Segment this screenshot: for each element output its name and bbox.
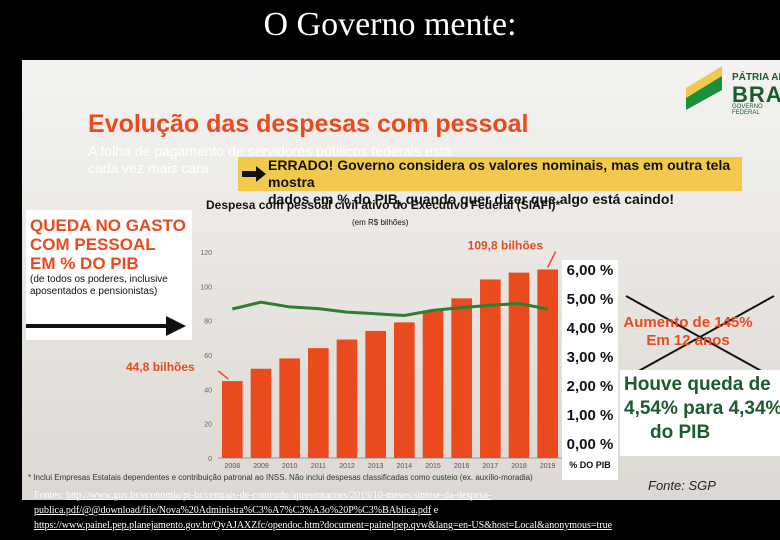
- errado-callout: ERRADO! Governo considera os valores nom…: [238, 157, 742, 207]
- pct-label-4: 4,00 %: [566, 320, 614, 337]
- chart-unit: (em R$ bilhões): [352, 218, 409, 227]
- x-tick-label: 2017: [483, 463, 499, 470]
- pct-label-2: 2,00 %: [566, 378, 614, 395]
- bar: [222, 381, 243, 458]
- errado-line2: dados em % do PIB, quando quer dizer que…: [268, 191, 675, 207]
- fonte-label: Fonte: SGP: [648, 478, 716, 493]
- bar: [336, 339, 358, 458]
- x-tick-label: 2011: [311, 463, 326, 470]
- queda-arrow-icon: [26, 316, 186, 336]
- fontes-line2: publica.pdf/@@download/file/Nova%20Admin…: [34, 505, 438, 516]
- pct-label-6: 6,00 %: [566, 262, 614, 279]
- logo-sub-text: GOVERNO FEDERAL: [732, 104, 763, 116]
- y-tick-label: 20: [204, 422, 212, 429]
- x-tick-label: 2016: [454, 463, 470, 470]
- high-leader-line: [546, 251, 557, 268]
- bar: [537, 269, 558, 458]
- pct-axis-box: 6,00 % 5,00 % 4,00 % 3,00 % 2,00 % 1,00 …: [562, 260, 618, 480]
- fontes-link-2[interactable]: publica.pdf/@@download/file/Nova%20Admin…: [34, 505, 432, 516]
- government-logo: PÁTRIA AMADA BRASIL GOVERNO FEDERAL: [682, 66, 780, 116]
- bar: [508, 272, 530, 458]
- queda-note: (de todos os poderes, inclusive aposenta…: [30, 274, 168, 297]
- bar: [279, 358, 300, 458]
- y-tick-label: 120: [200, 250, 212, 257]
- errado-line1: ERRADO! Governo considera os valores nom…: [268, 157, 731, 190]
- footnote: * Inclui Empresas Estatais dependentes e…: [28, 473, 533, 482]
- queda-title-line2: COM PESSOAL: [30, 235, 156, 254]
- y-tick-label: 60: [204, 353, 212, 360]
- fontes-link-3[interactable]: https://www.painel.pep.planejamento.gov.…: [34, 520, 613, 531]
- queda-title-line3: EM % DO PIB: [30, 254, 139, 273]
- pct-label-3: 3,00 %: [566, 349, 614, 366]
- x-tick-label: 2012: [339, 463, 355, 470]
- logo-main-text: BRASIL: [732, 82, 780, 107]
- low-leader-line: [217, 370, 229, 380]
- panel-subtitle-line2: cada vez mais cara: [88, 160, 209, 176]
- chart-title: Despesa com pessoal civil ativo do Execu…: [206, 198, 561, 212]
- cross-out-icon: [625, 295, 775, 379]
- chart-svg: 0 20 40 60 80 100 120 2008 2009 2010 2011 2012 2013 2…: [126, 239, 562, 470]
- pct-label-1: 1,00 %: [566, 407, 614, 424]
- y-tick-label: 0: [208, 456, 212, 463]
- bar: [422, 310, 444, 458]
- aumento-text: Aumento de 145% Em 12 anos: [618, 314, 758, 350]
- high-value-label: 109,8 bilhões: [468, 239, 544, 253]
- houve-callout: Houve queda de 4,54% para 4,34% do PIB: [620, 370, 780, 456]
- queda-title: QUEDA NO GASTO COM PESSOAL EM % DO PIB: [30, 216, 186, 273]
- x-tick-label: 2009: [253, 463, 269, 470]
- x-tick-label: 2015: [425, 463, 441, 470]
- houve-line2: 4,54% para 4,34%: [624, 398, 780, 419]
- fontes-line1: Fontes: http://www.gov.br/economia/pt-br…: [34, 490, 491, 501]
- pct-label-0: 0,00 %: [566, 436, 614, 453]
- low-value-label: 44,8 bilhões: [126, 360, 195, 374]
- pct-axis-label: % DO PIB: [569, 460, 611, 470]
- x-tick-label: 2014: [397, 463, 413, 470]
- houve-line3: do PIB: [650, 422, 711, 443]
- flag-shape-icon: [686, 66, 722, 110]
- fontes-line3: https://www.painel.pep.planejamento.gov.…: [34, 520, 612, 531]
- bar: [250, 368, 272, 458]
- panel-subtitle-line1: A folha de pagamento de servidores públi…: [88, 143, 452, 159]
- aumento-line1: Aumento de 145%: [623, 314, 753, 331]
- y-tick-label: 40: [204, 387, 212, 394]
- x-tick-label: 2013: [368, 463, 384, 470]
- x-tick-label: 2008: [225, 463, 241, 470]
- right-arrow-icon: [242, 166, 266, 182]
- bar: [365, 330, 386, 458]
- panel-title: Evolução das despesas com pessoal: [88, 110, 529, 138]
- x-tick-label: 2010: [282, 463, 298, 470]
- slide-title: O Governo mente:: [263, 6, 517, 43]
- pib-line: [231, 300, 548, 318]
- fontes-prefix: Fontes:: [34, 490, 66, 501]
- queda-callout: QUEDA NO GASTO COM PESSOAL EM % DO PIB (…: [26, 210, 192, 340]
- logo-top-text: PÁTRIA AMADA: [732, 72, 780, 83]
- queda-title-line1: QUEDA NO GASTO: [30, 216, 186, 235]
- pct-label-5: 5,00 %: [566, 291, 614, 308]
- x-tick-label: 2019: [540, 463, 556, 470]
- fontes-link-1[interactable]: http://www.gov.br/economia/pt-br/centrai…: [65, 490, 492, 501]
- bar: [480, 279, 501, 458]
- bar: [451, 298, 472, 458]
- bar: [394, 322, 415, 458]
- y-tick-label: 80: [204, 319, 212, 326]
- slide-image-panel: PÁTRIA AMADA BRASIL GOVERNO FEDERAL Evol…: [22, 60, 780, 500]
- bar: [308, 348, 329, 458]
- x-tick-label: 2018: [511, 463, 527, 470]
- houve-line1: Houve queda de: [624, 374, 771, 395]
- fontes-suffix: e: [431, 505, 439, 516]
- y-tick-label: 100: [200, 284, 212, 291]
- aumento-line2: Em 12 anos: [646, 332, 730, 349]
